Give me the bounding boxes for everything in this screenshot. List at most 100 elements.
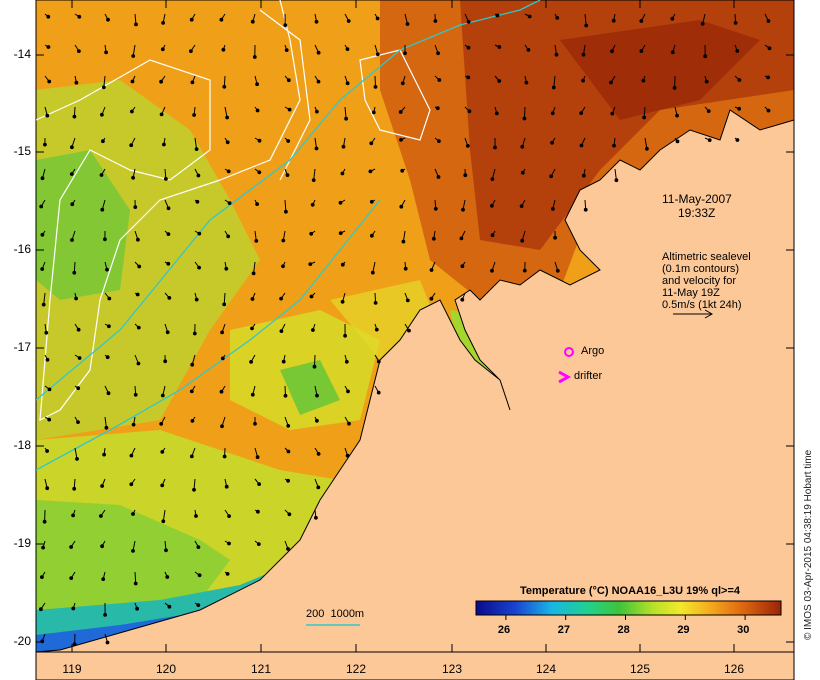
velocity-vector-head [642,115,646,120]
contours [36,0,541,471]
velocity-vector-head [407,328,411,333]
velocity-vector-head [41,545,45,550]
velocity-vector-head [161,519,166,524]
velocity-vector-head [400,81,405,86]
velocity-vector-head [370,270,375,275]
velocity-vector-head [160,393,165,398]
velocity-vector-head [135,292,140,297]
velocity-vector-head [72,642,77,647]
velocity-vector-head [226,234,231,239]
velocity-vector-head [107,324,111,329]
velocity-vector-head [159,422,164,426]
velocity-vector-head [611,18,616,23]
image-date: 11-May-2007 [662,192,732,206]
velocity-vector-head [345,81,350,86]
velocity-vector-head [286,424,291,428]
velocity-vector-head [105,267,109,272]
velocity-vector-head [286,478,291,483]
velocity-vector-head [224,484,229,489]
velocity-vector-head [287,107,292,112]
velocity-vector-head [100,207,105,212]
velocity-vector-head [71,606,76,611]
velocity-vector-head [224,266,229,271]
latitude-tick-label: -16 [13,242,31,256]
velocity-vector-head [315,393,319,398]
velocity-vector-head [100,112,104,117]
velocity-vector-head [314,19,319,24]
velocity-vector-head [256,509,260,514]
velocity-vector-head [250,297,255,301]
velocity-vector-head [166,261,171,266]
velocity-vector-head [581,78,585,83]
velocity-vector-head [167,604,172,609]
velocity-vector [43,292,46,305]
colorbar-tick-label: 30 [737,624,750,636]
velocity-vector-head [256,542,261,546]
velocity-vector-head [197,573,202,578]
velocity-vector-head [45,113,50,118]
velocity-vector-head [70,202,75,207]
longitude-tick-label: 119 [62,662,82,676]
velocity-vector-head [251,271,256,276]
velocity-vector-head [166,206,171,211]
velocity-vector-head [71,513,75,518]
velocity-vector-head [46,45,51,49]
longitude-tick-label: 121 [250,662,272,676]
velocity-vector-head [490,233,495,238]
velocity-vector-head [99,173,104,177]
longitude-tick-label: 123 [441,662,463,676]
colorbar-tick-label: 26 [497,624,511,636]
velocity-vector-head [495,13,500,18]
velocity-vector-head [639,49,644,53]
velocity-vector-head [257,170,262,175]
velocity-vector-head [163,359,168,364]
velocity-vector-head [370,233,374,238]
velocity-vector-head [672,86,677,90]
velocity-vector-head [225,140,230,145]
velocity-vector [584,13,587,26]
velocity-vector-head [100,484,104,488]
velocity-vector-head [76,420,80,425]
velocity-vector-head [494,111,499,116]
velocity-vector-head [190,80,195,85]
velocity-vector-head [196,545,201,549]
velocity-vector-head [41,302,46,307]
velocity-vector-head [197,265,202,270]
velocity-vector-head [314,515,318,520]
velocity-vector-head [435,106,440,111]
velocity-vector-head [581,173,586,178]
velocity-vector-head [104,425,109,430]
velocity-vector-head [107,296,112,301]
velocity-vector-head [461,207,465,212]
velocity-vector-head [704,79,709,84]
velocity-vector-head [40,267,45,271]
velocity-vector-head [522,116,527,121]
velocity-vector [134,571,137,584]
drifter-marker [558,370,572,384]
velocity-vector-head [347,421,351,426]
velocity-vector-head [609,80,613,85]
velocity-vector-head [75,457,79,461]
velocity-vector-head [612,143,616,148]
velocity-vector-head [766,75,770,80]
velocity-vector-head [466,45,471,50]
velocity-vector-head [133,392,138,397]
velocity-vector-head [196,603,201,607]
velocity-vector-head [767,46,772,51]
velocity-vector-head [227,541,231,546]
velocity-vector-head [255,82,260,87]
colorbar-title: Temperature (°C) NOAA16_L3U 19% ql>=4 [520,585,740,597]
velocity-vector-head [131,54,136,58]
velocity-vector-head [189,454,194,459]
velocity-vector-head [197,231,202,236]
velocity-vector [553,75,556,88]
velocity-vector [344,106,347,119]
velocity-vector-head [131,512,135,516]
velocity-vector-head [497,79,502,83]
velocity-vector-head [316,50,321,55]
velocity-vector-head [40,639,45,644]
velocity-vector-head [459,236,464,241]
velocity-vector-head [376,390,381,395]
latitude-tick-label: -15 [13,144,31,158]
velocity-vector-head [131,422,136,427]
